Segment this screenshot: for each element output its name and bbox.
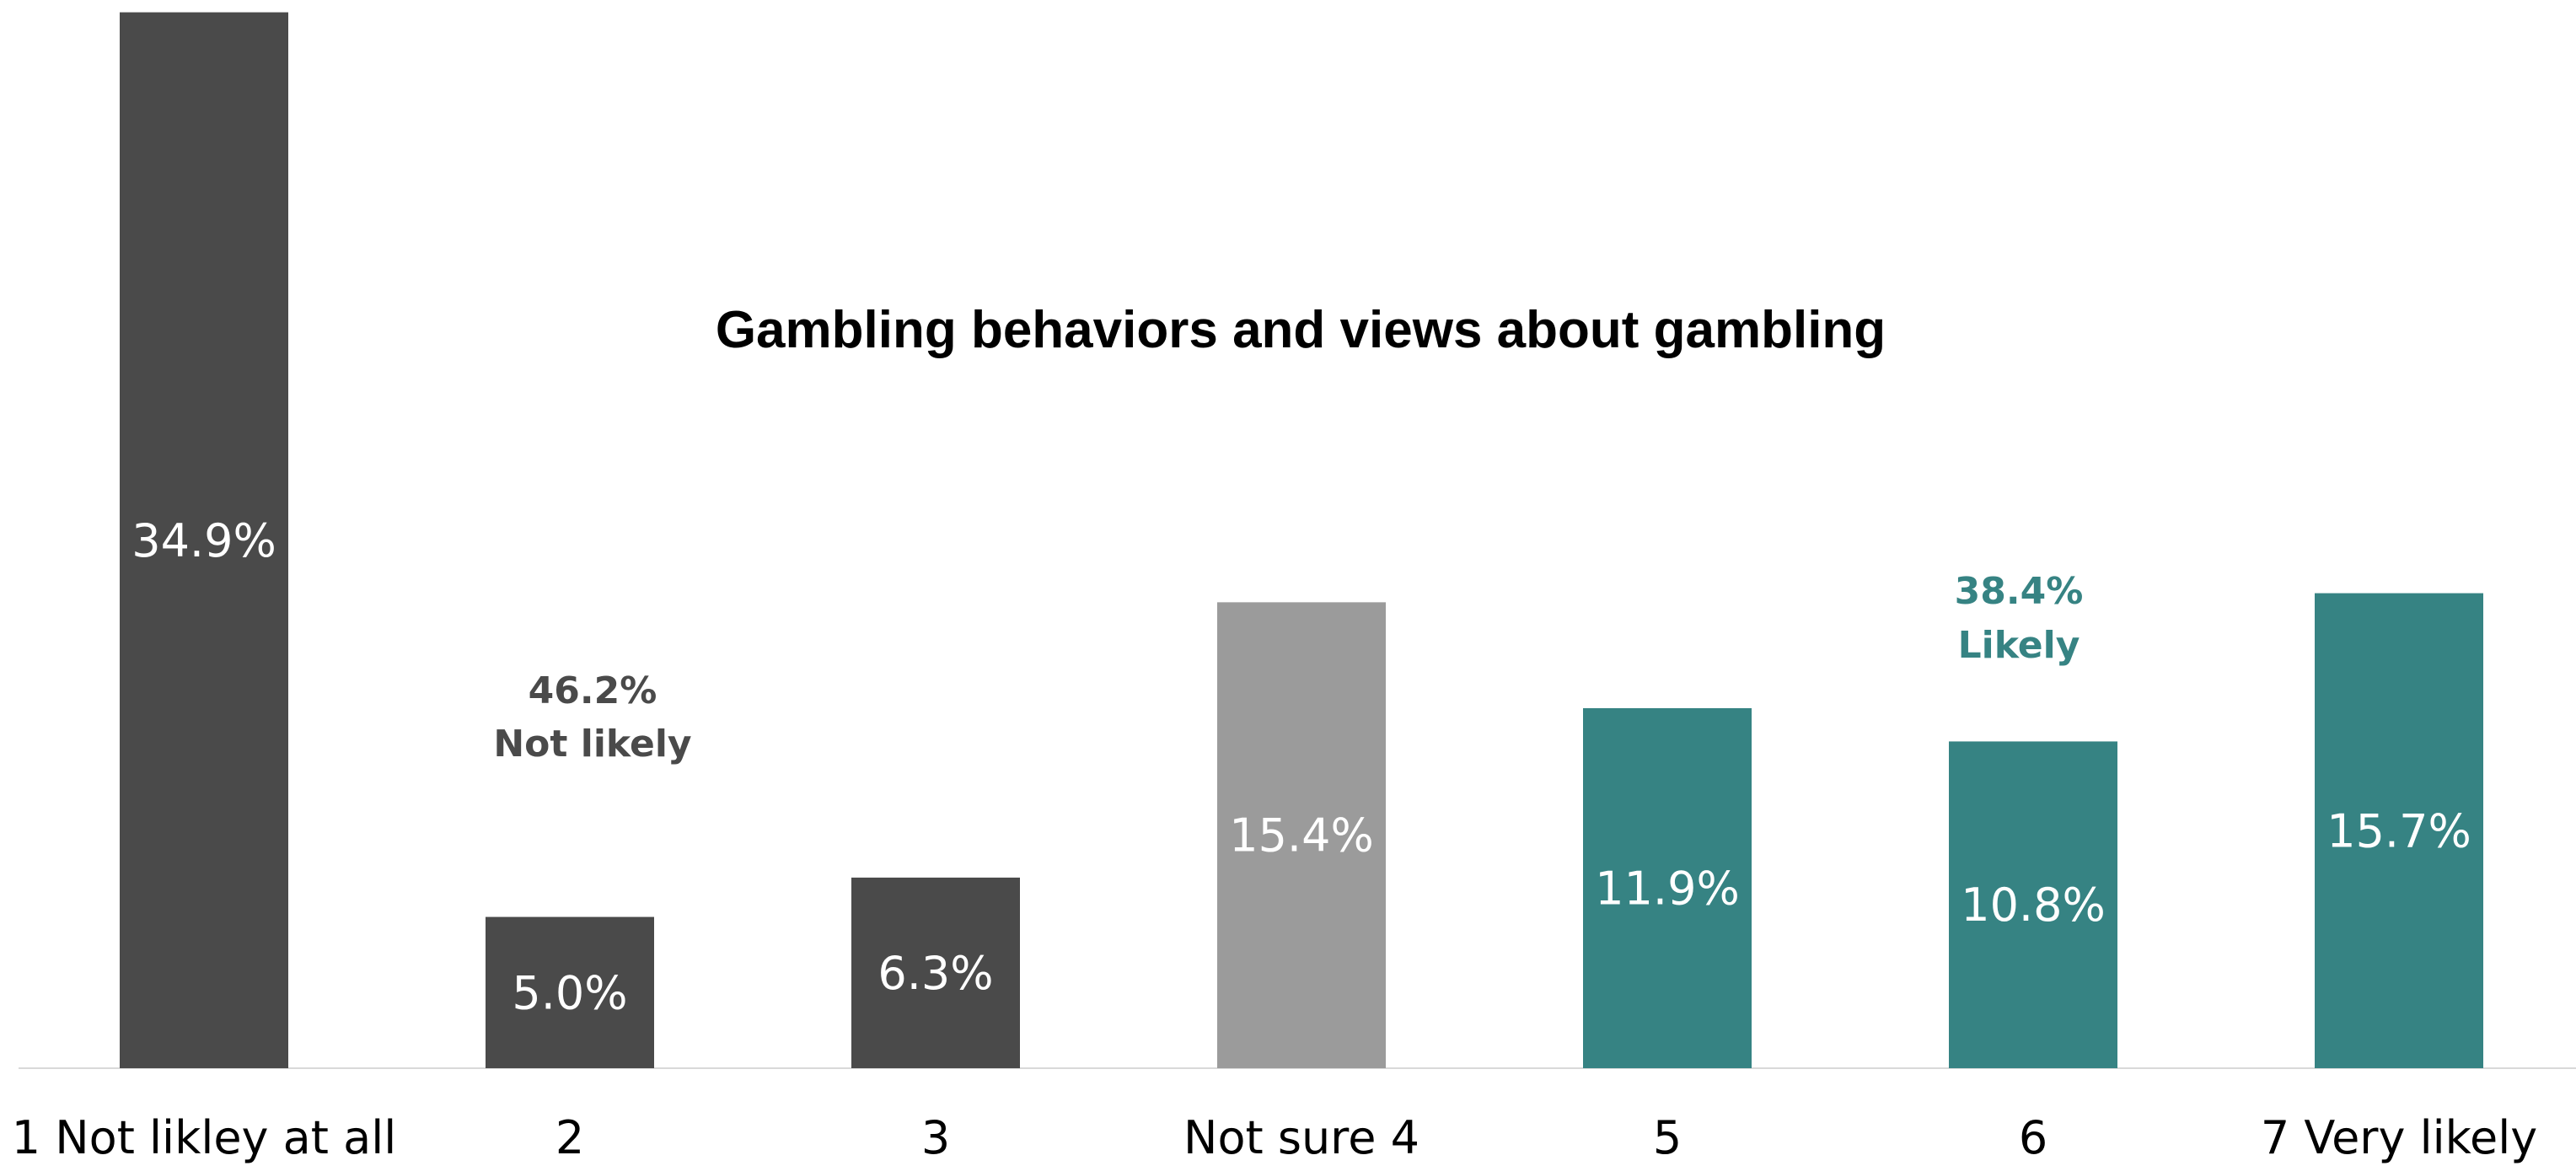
bar-7 <box>2315 593 2483 1068</box>
bar-6 <box>1949 741 2117 1068</box>
bar-value-label-3: 6.3% <box>877 947 993 1000</box>
x-tick-label-6: 6 <box>2019 1111 2047 1164</box>
bar-1 <box>120 12 288 1068</box>
bar-value-label-4: 15.4% <box>1229 809 1374 862</box>
group-annotation-likely-value: 38.4% <box>1955 570 2084 613</box>
bar-value-label-7: 15.7% <box>2326 804 2471 857</box>
bar-value-label-6: 10.8% <box>1961 879 2106 932</box>
x-tick-label-1: 1 Not likley at all <box>12 1111 396 1164</box>
bar-value-label-1: 34.9% <box>131 514 276 567</box>
group-annotation-likely-text: Likely <box>1958 624 2080 667</box>
bar-3 <box>851 877 1020 1068</box>
group-annotation-not-likely-text: Not likely <box>493 723 691 766</box>
x-tick-label-4: Not sure 4 <box>1183 1111 1419 1164</box>
x-tick-label-7: 7 Very likely <box>2261 1111 2537 1164</box>
bar-4 <box>1217 602 1386 1068</box>
bar-value-label-5: 11.9% <box>1595 862 1740 915</box>
chart-title: Gambling behaviors and views about gambl… <box>716 301 1886 359</box>
bar-2 <box>486 916 654 1068</box>
x-tick-label-2: 2 <box>555 1111 584 1164</box>
bar-value-label-2: 5.0% <box>512 966 627 1019</box>
x-tick-label-3: 3 <box>921 1111 950 1164</box>
group-annotation-not-likely-value: 46.2% <box>529 669 657 712</box>
group-annotation-not-likely: 46.2% Not likely <box>493 669 691 766</box>
x-tick-label-5: 5 <box>1653 1111 1682 1164</box>
bar-5 <box>1583 707 1752 1068</box>
group-annotation-likely: 38.4% Likely <box>1955 570 2084 667</box>
